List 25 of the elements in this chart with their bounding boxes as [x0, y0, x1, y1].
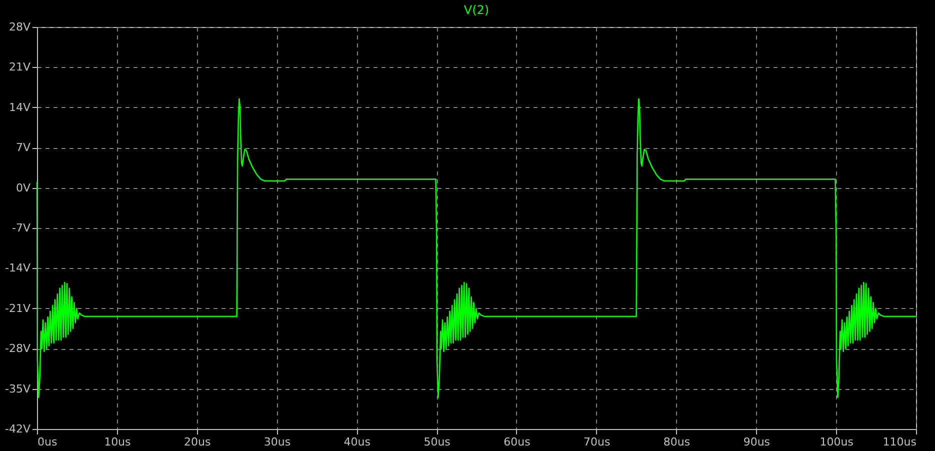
x-tick-label: 100us [820, 436, 854, 448]
x-tick-label: 110us [882, 436, 917, 448]
x-tick-label: 80us [663, 436, 690, 448]
x-tick-label: 60us [504, 436, 531, 448]
y-tick-label: -28V [5, 342, 31, 356]
x-tick-label: 50us [424, 436, 451, 448]
chart-title: V(2) [464, 3, 490, 17]
y-tick-label: -35V [5, 382, 31, 396]
y-tick-label: -7V [12, 222, 31, 234]
x-tick-label: 70us [584, 436, 610, 448]
y-tick-label: 7V [16, 141, 31, 154]
y-tick-label: 21V [8, 60, 31, 74]
x-tick-label: 10us [104, 436, 132, 448]
x-tick-label: 0us [38, 436, 58, 448]
x-tick-label: 40us [344, 436, 371, 448]
y-tick-label: -14V [5, 262, 31, 275]
y-tick-label: 14V [8, 100, 31, 114]
y-tick-label: -42V [5, 422, 31, 436]
line-series [36, 98, 917, 398]
x-tick-label: 30us [264, 436, 291, 448]
x-tick-label: 90us [743, 436, 770, 448]
y-tick-label: 28V [8, 20, 31, 34]
y-tick-label: -21V [5, 302, 31, 315]
x-tick-label: 20us [184, 436, 211, 448]
y-tick-label: 0V [16, 181, 31, 194]
